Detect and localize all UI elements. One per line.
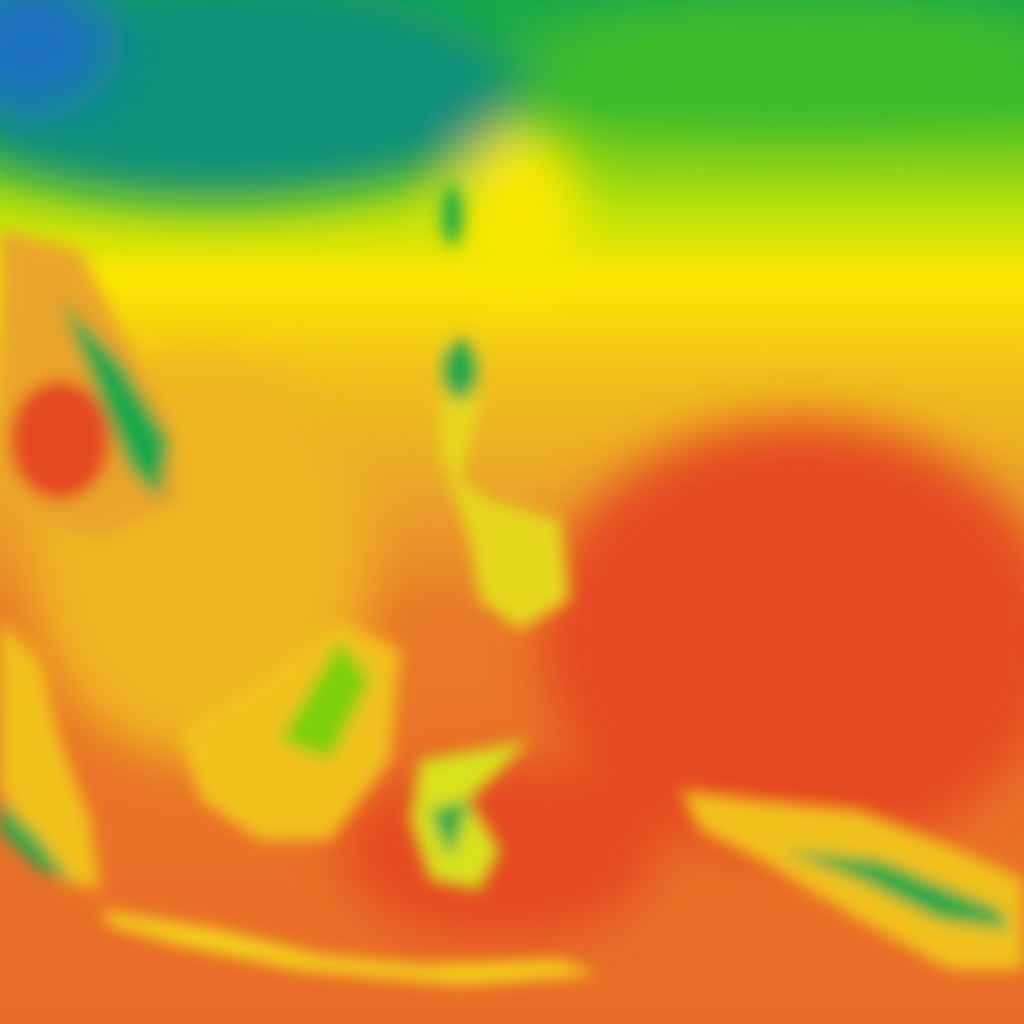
new-guinea — [680, 790, 1024, 970]
climate-zones — [0, 0, 1024, 940]
landmasses — [0, 185, 1024, 985]
philippines — [440, 340, 570, 630]
java — [100, 910, 600, 985]
taiwan — [442, 185, 462, 245]
sumatra — [0, 620, 100, 890]
sulawesi — [410, 740, 530, 890]
